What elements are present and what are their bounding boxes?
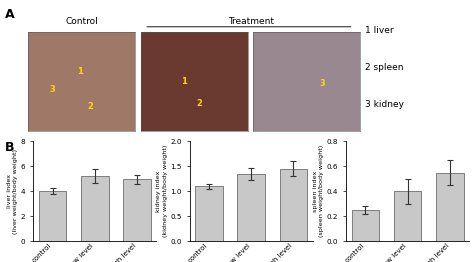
Bar (237, 174, 265, 241)
Text: 1 liver: 1 liver (365, 26, 393, 35)
Text: 2: 2 (197, 99, 202, 108)
Text: Treatment: Treatment (228, 17, 273, 26)
Text: 3: 3 (320, 79, 326, 88)
Text: B: B (5, 141, 14, 155)
Bar (195, 186, 223, 241)
Bar (436, 173, 464, 241)
Bar (123, 179, 151, 241)
Text: 1: 1 (181, 77, 187, 86)
Y-axis label: liver index
(liver weight/body weight): liver index (liver weight/body weight) (7, 149, 18, 234)
Y-axis label: kidney index
(kidney weight/body weight): kidney index (kidney weight/body weight) (156, 145, 168, 237)
Text: A: A (5, 8, 14, 21)
Text: 1: 1 (77, 67, 82, 76)
Bar (39, 191, 66, 241)
Bar (394, 191, 421, 241)
Bar (81, 176, 109, 241)
Text: 3: 3 (49, 85, 55, 94)
Text: 2: 2 (87, 102, 93, 111)
Text: 2 spleen: 2 spleen (365, 63, 403, 72)
Text: Control: Control (65, 17, 98, 26)
Bar (280, 169, 307, 241)
Y-axis label: spleen index
(spleen weight/body weight): spleen index (spleen weight/body weight) (312, 145, 324, 237)
Text: 3 kidney: 3 kidney (365, 100, 404, 108)
Bar (352, 210, 379, 241)
